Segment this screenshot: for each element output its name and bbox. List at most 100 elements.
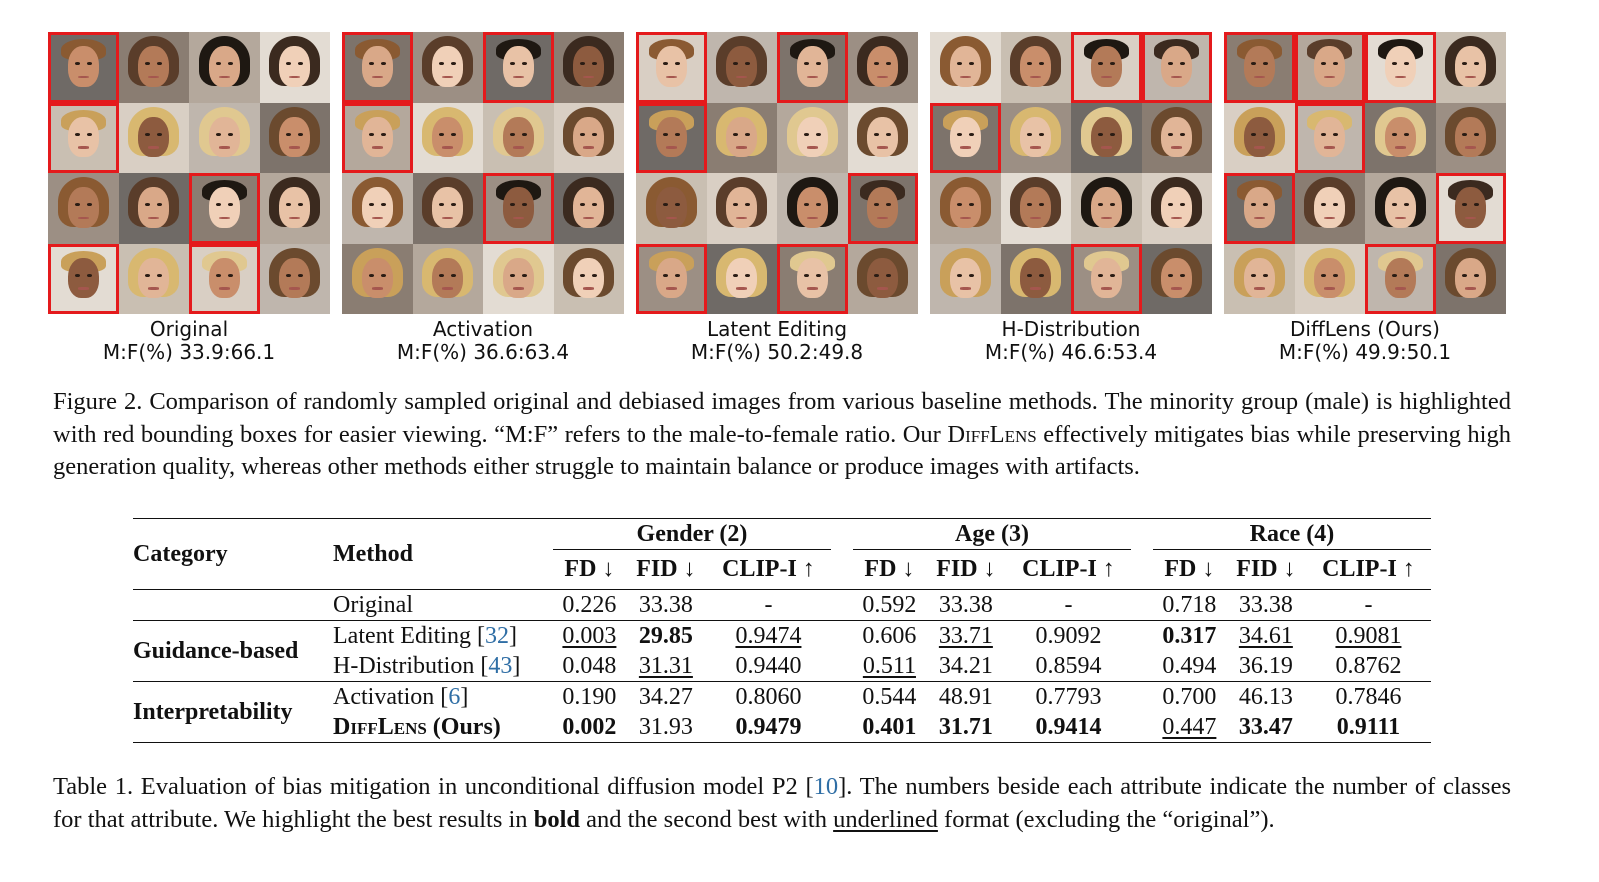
face-thumbnail — [189, 173, 260, 244]
category-cell: Guidance-based — [133, 637, 299, 664]
panel-title: Latent Editing — [706, 317, 848, 341]
panel-difflens: DiffLens (Ours) M:F(%) 49.9:50.1 — [1224, 32, 1506, 364]
face-thumbnail — [1141, 32, 1212, 103]
underlined-word: underlined — [833, 805, 938, 833]
face-thumbnail — [1071, 173, 1142, 244]
header-metric: FID ↓ — [936, 556, 996, 582]
value-cell: - — [1064, 591, 1073, 618]
method-cell: H-Distribution [43] — [333, 651, 553, 682]
face-thumbnail — [1294, 173, 1365, 244]
header-metric: FID ↓ — [1236, 556, 1296, 582]
face-thumbnail — [189, 32, 260, 103]
value-cell: 0.9414 — [1035, 713, 1102, 740]
citation-link[interactable]: 32 — [484, 622, 509, 649]
value-cell: 0.9474 — [735, 622, 802, 649]
face-thumbnail — [483, 32, 554, 103]
citation-link[interactable]: 43 — [488, 652, 513, 679]
face-thumbnail — [553, 173, 624, 244]
panel-ratio: M:F(%) 36.6:63.4 — [396, 340, 570, 364]
value-cell: 0.494 — [1162, 652, 1217, 679]
method-suffix: (Ours) — [426, 713, 501, 740]
value-cell: 0.606 — [862, 622, 917, 649]
face-thumbnail — [342, 32, 413, 103]
face-grid — [342, 32, 624, 314]
table-row-original: Original 0.226 33.38 - 0.592 33.38 - 0.7… — [133, 589, 1431, 621]
face-thumbnail — [48, 243, 119, 314]
face-thumbnail — [636, 173, 707, 244]
face-thumbnail — [1294, 243, 1365, 314]
face-thumbnail — [1071, 243, 1142, 314]
face-thumbnail — [259, 173, 330, 244]
value-cell: 0.544 — [862, 683, 917, 710]
face-thumbnail — [189, 102, 260, 173]
face-thumbnail — [1000, 102, 1071, 173]
table-caption-text: and the second best with — [580, 805, 834, 833]
face-thumbnail — [412, 173, 483, 244]
table-caption-text: Table 1. Evaluation of bias mitigation i… — [53, 773, 814, 800]
figure-2: Original M:F(%) 33.9:66.1 Activation M:F… — [0, 0, 1599, 380]
face-thumbnail — [259, 243, 330, 314]
face-thumbnail — [930, 173, 1001, 244]
method-cell: Original — [333, 591, 413, 618]
method-label: H-Distribution [ — [333, 652, 489, 679]
face-thumbnail — [118, 32, 189, 103]
face-thumbnail — [930, 102, 1001, 173]
face-thumbnail — [342, 243, 413, 314]
value-cell: 36.19 — [1238, 652, 1293, 679]
value-cell: 0.9111 — [1336, 713, 1401, 740]
results-table: Category Method Gender (2) Age (3) Race … — [133, 518, 1431, 743]
value-cell: 0.048 — [562, 652, 617, 679]
value-cell: 31.93 — [638, 713, 693, 740]
face-thumbnail — [636, 32, 707, 103]
face-thumbnail — [48, 102, 119, 173]
face-thumbnail — [118, 173, 189, 244]
citation-link[interactable]: 6 — [448, 683, 461, 710]
value-cell: 0.511 — [862, 652, 916, 679]
face-thumbnail — [1435, 32, 1506, 103]
panel-title: Activation — [432, 317, 534, 341]
panel-activation: Activation M:F(%) 36.6:63.4 — [342, 32, 624, 364]
face-thumbnail — [1365, 102, 1436, 173]
value-cell: 0.7793 — [1035, 683, 1102, 710]
face-thumbnail — [259, 32, 330, 103]
face-thumbnail — [118, 102, 189, 173]
value-cell: 34.27 — [638, 683, 693, 710]
value-cell: 34.61 — [1238, 622, 1293, 649]
face-thumbnail — [1224, 243, 1295, 314]
header-metric: FID ↓ — [636, 556, 696, 582]
face-thumbnail — [48, 32, 119, 103]
panel-caption: H-Distribution M:F(%) 46.6:53.4 — [930, 318, 1212, 364]
value-cell: 46.13 — [1238, 683, 1293, 710]
method-cell: Activation [6] — [333, 682, 553, 713]
face-thumbnail — [1224, 102, 1295, 173]
method-label: Latent Editing [ — [333, 622, 485, 649]
citation-link[interactable]: 10 — [813, 773, 839, 800]
method-label: DiffLens — [333, 713, 427, 740]
face-grid — [1224, 32, 1506, 314]
panel-title: DiffLens (Ours) — [1290, 317, 1440, 341]
face-thumbnail — [706, 243, 777, 314]
panel-caption: Original M:F(%) 33.9:66.1 — [48, 318, 330, 364]
value-cell: - — [1364, 591, 1373, 618]
value-cell: 31.71 — [938, 713, 993, 740]
face-thumbnail — [706, 173, 777, 244]
face-thumbnail — [1000, 243, 1071, 314]
table-row-activation: Interpretability Activation [6] 0.190 34… — [133, 681, 1431, 725]
face-thumbnail — [847, 173, 918, 244]
value-cell: 0.226 — [562, 591, 617, 618]
face-thumbnail — [118, 243, 189, 314]
face-grid — [48, 32, 330, 314]
figure-caption: Figure 2. Comparison of randomly sampled… — [53, 386, 1511, 484]
face-thumbnail — [1435, 102, 1506, 173]
face-thumbnail — [412, 243, 483, 314]
face-thumbnail — [553, 102, 624, 173]
value-cell: 0.9440 — [735, 652, 802, 679]
value-cell: 33.47 — [1238, 713, 1293, 740]
value-cell: 0.592 — [862, 591, 917, 618]
value-cell: 48.91 — [938, 683, 993, 710]
panel-caption: Latent Editing M:F(%) 50.2:49.8 — [636, 318, 918, 364]
face-thumbnail — [1365, 32, 1436, 103]
header-category: Category — [133, 540, 228, 567]
panel-ratio: M:F(%) 33.9:66.1 — [102, 340, 276, 364]
face-thumbnail — [706, 32, 777, 103]
